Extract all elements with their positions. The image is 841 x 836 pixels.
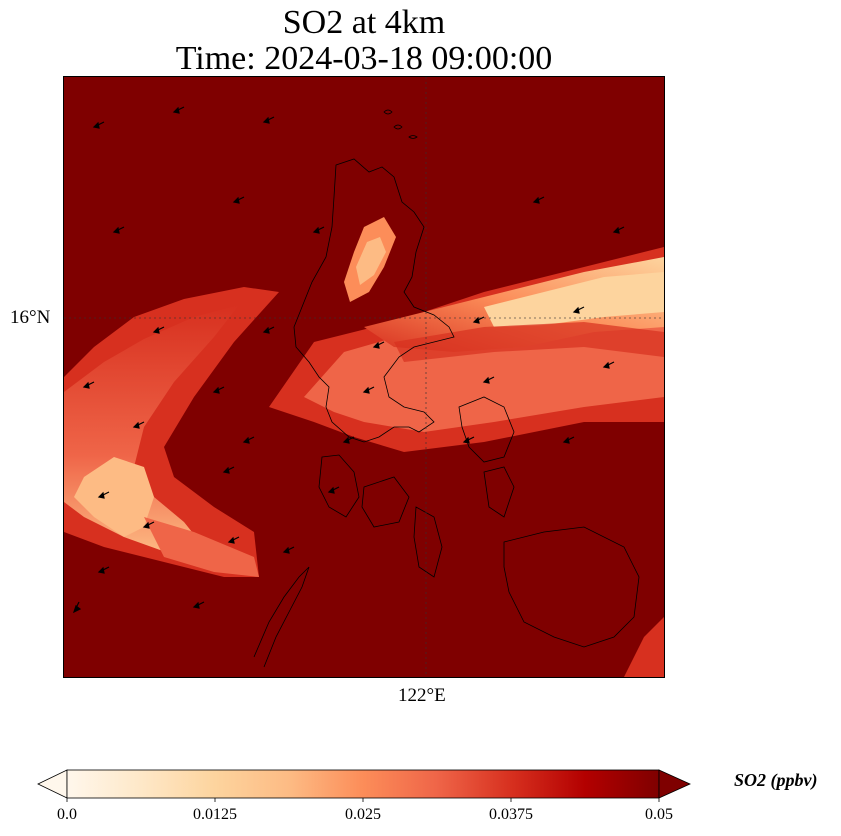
so2-patch-southeast <box>624 617 664 677</box>
wind-arrow <box>342 436 355 444</box>
wind-arrow <box>482 376 495 384</box>
colorbar-gradient <box>66 769 660 799</box>
colorbar-tick-label: 0.0 <box>57 806 77 823</box>
so2-plume-west-tail <box>144 517 259 577</box>
coastline-samar <box>458 396 515 463</box>
coastline-luzon <box>293 158 455 443</box>
wind-arrow <box>172 106 185 114</box>
wind-arrow <box>192 601 205 609</box>
coastline-mindanao <box>503 526 640 648</box>
wind-arrow <box>142 521 155 529</box>
wind-arrow <box>562 436 575 444</box>
colorbar-extend-max <box>658 769 691 799</box>
wind-arrow <box>82 381 95 389</box>
so2-plume-east-band <box>394 322 664 362</box>
wind-arrow <box>462 436 475 444</box>
so2-plume-east-core <box>484 272 664 327</box>
wind-arrow <box>97 491 110 499</box>
wind-arrow <box>532 196 545 204</box>
so2-map-panel <box>63 76 665 678</box>
wind-arrow <box>132 421 145 429</box>
wind-arrow <box>262 116 275 124</box>
coastline-panay <box>361 476 410 528</box>
wind-arrow <box>327 486 340 494</box>
coastline-palawan <box>253 566 310 668</box>
wind-arrow <box>372 341 385 349</box>
wind-arrow <box>232 196 245 204</box>
colorbar-tick-label: 0.05 <box>645 806 673 823</box>
colorbar-tick-label: 0.0125 <box>193 806 237 823</box>
colorbar-tick-label: 0.025 <box>345 806 381 823</box>
latitude-tick-label: 16°N <box>10 307 51 328</box>
wind-arrow <box>242 436 255 444</box>
colorbar-tick-label: 0.0375 <box>489 806 533 823</box>
wind-arrow <box>312 226 325 234</box>
coastline-islets-north <box>383 109 418 139</box>
wind-arrow <box>212 386 225 394</box>
colorbar-label: SO2 (ppbv) <box>734 770 818 790</box>
colorbar <box>37 769 691 802</box>
map-title: SO2 at 4km <box>282 4 446 41</box>
wind-vector-layer <box>72 106 625 614</box>
graticule <box>64 77 664 677</box>
wind-arrow <box>472 316 485 324</box>
coastline-layer <box>253 109 640 668</box>
wind-arrow <box>572 306 585 314</box>
wind-arrow <box>112 226 125 234</box>
wind-arrow <box>602 361 615 369</box>
so2-patch-north-core <box>356 237 386 285</box>
wind-arrow <box>362 386 375 394</box>
coastline-leyte <box>483 466 515 518</box>
wind-arrow <box>222 466 235 474</box>
wind-arrow <box>282 546 295 554</box>
so2-plume-layer <box>64 217 664 677</box>
wind-arrow <box>612 226 625 234</box>
so2-field-map <box>64 77 664 677</box>
wind-arrow <box>152 326 165 334</box>
colorbar-extend-min <box>37 769 68 799</box>
so2-plume-west-core <box>74 457 154 537</box>
wind-arrow <box>92 121 105 129</box>
coastline-negros <box>413 506 443 578</box>
longitude-tick-label: 122°E <box>398 685 446 706</box>
map-subtitle-time: Time: 2024-03-18 09:00:00 <box>175 40 553 77</box>
wind-arrow <box>97 566 110 574</box>
wind-arrow <box>227 536 240 544</box>
wind-arrow <box>72 601 82 614</box>
coastline-mindoro <box>318 454 360 518</box>
wind-arrow <box>262 326 275 334</box>
